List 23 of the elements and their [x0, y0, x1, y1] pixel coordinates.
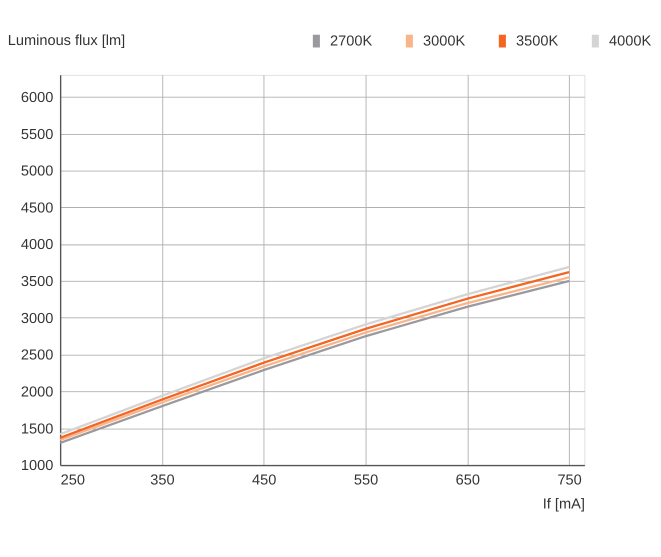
y-tick-label: 4500: [20, 200, 54, 216]
x-tick-label: 650: [456, 472, 480, 489]
y-axis-title: Luminous flux [lm]: [8, 33, 126, 50]
y-tick-label: 1000: [20, 458, 54, 474]
y-tick-label: 6000: [20, 90, 54, 106]
x-tick-label: 550: [354, 472, 378, 489]
legend-label: 3000K: [423, 34, 466, 50]
y-tick-label: 3000: [20, 310, 54, 327]
x-tick-label: 250: [60, 472, 85, 489]
x-tick-label: 350: [150, 472, 175, 489]
legend-label: 4000K: [609, 34, 652, 50]
y-tick-label: 5500: [20, 126, 54, 143]
x-tick-label: 450: [252, 472, 276, 489]
legend-label: 3500K: [516, 34, 558, 50]
y-tick-label: 1500: [20, 421, 54, 438]
x-tick-label: 750: [557, 472, 582, 489]
legend-label: 2700K: [330, 34, 372, 50]
y-tick-label: 3500: [20, 274, 54, 290]
y-tick-label: 5000: [20, 164, 54, 180]
y-tick-label: 4000: [20, 237, 54, 254]
y-tick-label: 2500: [20, 348, 54, 364]
x-axis-title: If [mA]: [542, 496, 585, 512]
y-tick-label: 2000: [20, 384, 54, 400]
